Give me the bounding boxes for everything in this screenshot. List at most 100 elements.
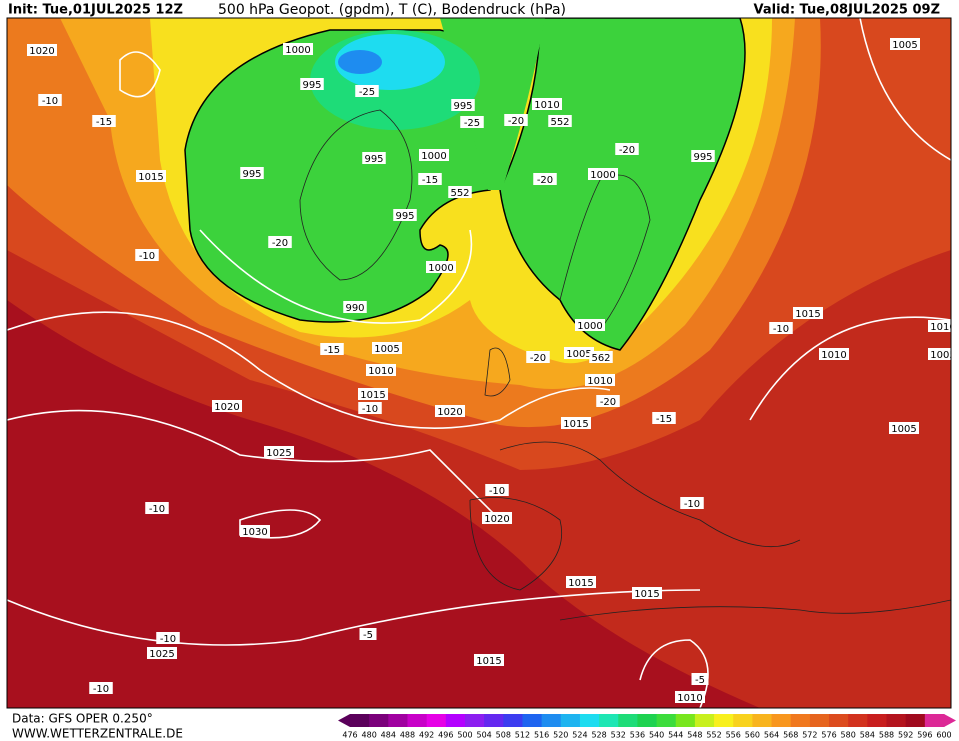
colorbar-label: 580 xyxy=(841,731,856,740)
contour-label: 995 xyxy=(302,80,321,91)
contour-label-box xyxy=(585,374,615,386)
colorbar-label: 528 xyxy=(591,731,606,740)
contour-label: 1005 xyxy=(374,344,399,355)
contour-label-box xyxy=(426,261,456,273)
contour-label: 995 xyxy=(453,101,472,112)
contour-label: -10 xyxy=(93,684,109,695)
contour-label-box xyxy=(418,173,442,185)
colorbar-label: 488 xyxy=(400,731,415,740)
contour-label: -20 xyxy=(272,238,288,249)
contour-label: -20 xyxy=(537,175,553,186)
blue-area xyxy=(338,50,382,74)
contour-label: 1010 xyxy=(368,366,393,377)
coastline xyxy=(484,347,511,397)
contour-label: 1015 xyxy=(476,656,501,667)
colorbar-label: 568 xyxy=(783,731,798,740)
colorbar-swatch xyxy=(848,714,868,727)
contour-label-box xyxy=(588,168,618,180)
contour-label-box xyxy=(889,422,919,434)
contour-label: -10 xyxy=(773,324,789,335)
contour-label: 1020 xyxy=(437,407,462,418)
contour-label: 1010 xyxy=(930,322,955,333)
contour-label: -5 xyxy=(695,675,705,686)
contour-label-box xyxy=(615,143,639,155)
colorbar-label: 588 xyxy=(879,731,894,740)
contour-label: 1010 xyxy=(587,376,612,387)
colorbar-label: 536 xyxy=(630,731,645,740)
contour-label-box xyxy=(928,348,951,360)
contour-label-box xyxy=(564,347,594,359)
contour-label: 1010 xyxy=(677,693,702,704)
contour-label-box xyxy=(675,691,705,703)
colorbar-label: 508 xyxy=(496,731,511,740)
colorbar-swatch xyxy=(388,714,408,727)
data-source: Data: GFS OPER 0.250° xyxy=(12,712,153,726)
colorbar-swatch xyxy=(752,714,773,727)
colorbar-label: 556 xyxy=(726,731,741,740)
contour-label-box xyxy=(366,364,396,376)
isobar xyxy=(7,409,501,521)
colorbar-label: 564 xyxy=(764,731,779,740)
colorbar-label: 600 xyxy=(936,731,951,740)
colorbar-label: 516 xyxy=(534,731,549,740)
contour-label-box xyxy=(320,343,344,355)
contour-label-box xyxy=(769,322,793,334)
isobar xyxy=(239,509,322,539)
colorbar-label: 476 xyxy=(342,731,357,740)
contour-label: 1005 xyxy=(891,424,916,435)
colorbar-label: 576 xyxy=(821,731,836,740)
contour-label-box xyxy=(300,78,324,90)
contour-label: 1000 xyxy=(421,151,446,162)
colorbar-label: 512 xyxy=(515,731,530,740)
contour-label: 1000 xyxy=(285,45,310,56)
colorbar-swatch xyxy=(733,714,753,727)
colorbar-swatch xyxy=(714,714,734,727)
contour-label: 1030 xyxy=(242,527,267,538)
contour-label-box xyxy=(268,236,292,248)
colorbar-swatch xyxy=(503,714,523,727)
colorbar-label: 584 xyxy=(860,731,875,740)
contour-label: -20 xyxy=(619,145,635,156)
colorbar-label: 532 xyxy=(611,731,626,740)
colorbar-swatch xyxy=(886,714,907,727)
contour-label: -20 xyxy=(600,397,616,408)
contour-label: -10 xyxy=(42,96,58,107)
contour-label-box xyxy=(691,150,715,162)
contour-label-box xyxy=(27,44,57,56)
contour-label-box xyxy=(355,85,379,97)
contour-label-box xyxy=(156,632,180,644)
contour-label-box xyxy=(589,351,613,363)
contour-label-box xyxy=(890,38,920,50)
map-title: 500 hPa Geopot. (gpdm), T (C), Bodendruc… xyxy=(218,2,566,18)
website: WWW.WETTERZENTRALE.DE xyxy=(12,727,183,741)
coastline xyxy=(559,174,651,331)
contour-label: -15 xyxy=(96,117,112,128)
contour-label-box xyxy=(460,116,484,128)
contour-label-box xyxy=(928,320,951,332)
contour-label-box xyxy=(596,395,620,407)
contour-label-box xyxy=(561,417,591,429)
contour-label-box xyxy=(526,351,550,363)
isobar xyxy=(7,589,701,646)
isobar xyxy=(119,51,161,98)
colorbar-label: 552 xyxy=(706,731,721,740)
contour-label: 1005 xyxy=(892,40,917,51)
contour-label-box xyxy=(451,99,475,111)
contour-label: 1010 xyxy=(534,100,559,111)
colorbar-swatch xyxy=(484,714,504,727)
contour-label-box xyxy=(485,484,509,496)
colorbar-swatch xyxy=(637,714,658,727)
contour-label-box xyxy=(632,587,662,599)
colorbar-swatch xyxy=(905,714,926,727)
colorbar-label: 500 xyxy=(457,731,472,740)
colorbar-label: 592 xyxy=(898,731,913,740)
colorbar-swatch xyxy=(464,714,485,727)
map-frame xyxy=(6,17,952,709)
colorbar-label: 596 xyxy=(917,731,932,740)
colorbar-label: 520 xyxy=(553,731,568,740)
contour-label-box xyxy=(362,152,386,164)
contour-label-box xyxy=(474,654,504,666)
colorbar-swatch xyxy=(656,714,677,727)
contour-label: 1015 xyxy=(563,419,588,430)
cyan-area xyxy=(335,34,445,90)
